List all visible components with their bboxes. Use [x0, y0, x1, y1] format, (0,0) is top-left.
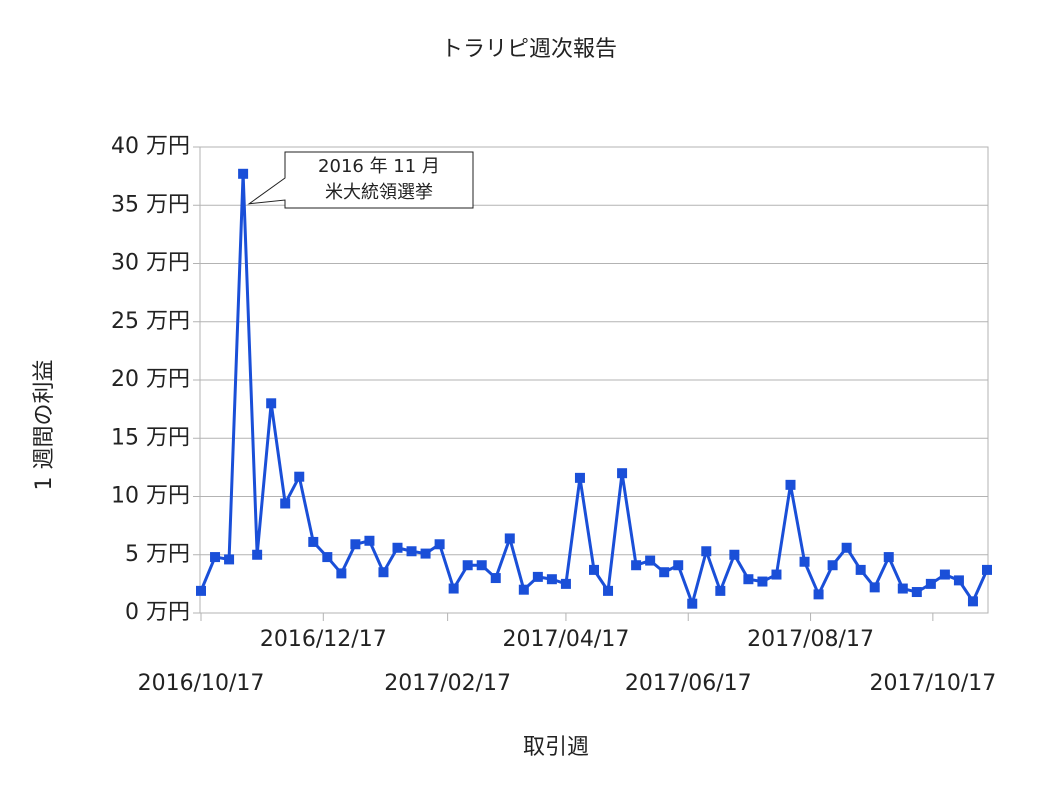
point	[925, 578, 936, 589]
y-tick-label: 15 万円	[111, 425, 190, 450]
chart-title: トラリピ週次報告	[441, 37, 617, 62]
point	[743, 574, 754, 585]
point	[645, 555, 656, 566]
point	[294, 471, 305, 482]
point	[603, 585, 614, 596]
point	[883, 552, 894, 563]
x-tick-label: 2016/10/17	[138, 671, 265, 696]
point	[799, 556, 810, 567]
x-tick-label: 2017/02/17	[384, 671, 511, 696]
point	[701, 546, 712, 557]
point	[504, 533, 515, 544]
point	[757, 576, 768, 587]
point	[350, 539, 361, 550]
y-tick-label: 30 万円	[111, 251, 190, 276]
callout	[247, 151, 474, 209]
series-line	[199, 173, 989, 609]
point	[939, 569, 950, 580]
point	[252, 549, 263, 560]
point	[982, 564, 992, 575]
point	[574, 472, 585, 483]
point	[238, 168, 249, 179]
y-tick-label: 5 万円	[125, 542, 190, 567]
point	[518, 584, 529, 595]
y-tick-label: 20 万円	[111, 367, 190, 392]
point	[771, 569, 782, 580]
point	[308, 536, 319, 547]
point	[434, 539, 445, 550]
y-tick-label: 10 万円	[111, 484, 190, 509]
point	[336, 568, 347, 579]
x-tick-label: 2017/04/17	[503, 627, 630, 652]
point	[406, 546, 417, 557]
point	[448, 583, 459, 594]
point	[266, 398, 277, 409]
y-tick-label: 0 万円	[125, 600, 190, 625]
point	[490, 573, 501, 584]
point	[631, 560, 642, 571]
point	[546, 574, 557, 585]
point	[673, 560, 684, 571]
point	[210, 552, 221, 563]
point	[729, 549, 740, 560]
x-tick-label: 2017/10/17	[869, 671, 996, 696]
point	[617, 468, 628, 479]
x-axis-label: 取引週	[523, 735, 589, 760]
point	[687, 598, 698, 609]
point	[378, 567, 389, 578]
y-tick-label: 35 万円	[111, 192, 190, 217]
y-axis-label: 1 週間の利益	[32, 360, 57, 491]
point	[280, 498, 291, 509]
point	[785, 479, 796, 490]
point	[841, 542, 852, 553]
y-tick-label: 25 万円	[111, 309, 190, 334]
point	[476, 560, 487, 571]
annotation: 2016 年 11 月	[318, 156, 440, 177]
x-tick-label: 2017/08/17	[747, 627, 874, 652]
point	[659, 567, 670, 578]
point	[392, 542, 403, 553]
point	[897, 583, 908, 594]
point	[224, 554, 235, 565]
point	[322, 552, 333, 563]
y-tick-label: 40 万円	[111, 134, 190, 159]
point	[869, 582, 880, 593]
point	[813, 589, 824, 600]
point	[911, 587, 922, 598]
annotation: 米大統領選挙	[325, 182, 433, 203]
point	[196, 585, 206, 596]
point	[855, 564, 866, 575]
point	[967, 596, 978, 607]
point	[827, 560, 838, 571]
point	[953, 575, 964, 586]
x-tick-label: 2017/06/17	[625, 671, 752, 696]
point	[532, 571, 543, 582]
point	[589, 564, 599, 575]
point	[420, 548, 431, 559]
point	[715, 585, 726, 596]
point	[462, 560, 473, 571]
point	[364, 535, 375, 546]
x-tick-label: 2016/12/17	[260, 627, 387, 652]
point	[560, 578, 571, 589]
